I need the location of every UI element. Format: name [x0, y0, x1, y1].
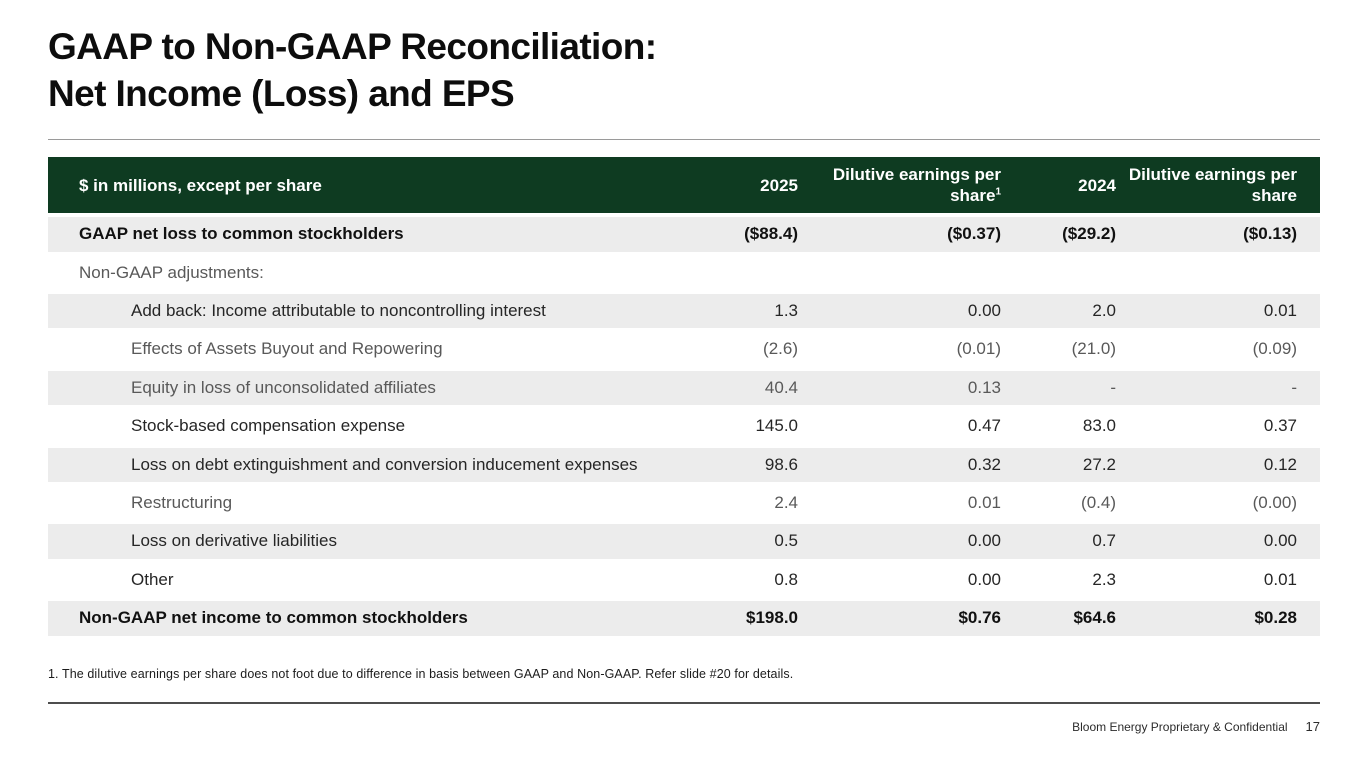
table-row: Loss on debt extinguishment and conversi… — [48, 447, 1320, 482]
row-label-cell: Non-GAAP net income to common stockholde… — [48, 601, 683, 636]
row-label-cell: GAAP net loss to common stockholders — [48, 217, 683, 252]
row-label-text: Other — [131, 569, 174, 589]
value-cell-eps-2024: 0.37 — [1116, 409, 1320, 444]
header-units-label: $ in millions, except per share — [48, 157, 683, 214]
row-label-cell: Other — [48, 562, 683, 598]
row-label-text: Non-GAAP adjustments: — [79, 262, 264, 282]
value-cell-2025: $198.0 — [683, 601, 798, 636]
table-row: GAAP net loss to common stockholders ($8… — [48, 217, 1320, 252]
value-cell-eps-2024: 0.00 — [1116, 524, 1320, 559]
value-cell-2024: - — [1001, 370, 1116, 406]
table-row: Equity in loss of unconsolidated affilia… — [48, 370, 1320, 406]
value-cell-2025: 0.5 — [683, 524, 798, 559]
value-cell-2024: 27.2 — [1001, 447, 1116, 482]
value-cell-eps-2024: (0.00) — [1116, 485, 1320, 521]
table-header: $ in millions, except per share 2025 Dil… — [48, 157, 1320, 214]
value-cell-2024: 2.3 — [1001, 562, 1116, 598]
value-cell-eps-2025: $0.76 — [798, 601, 1001, 636]
title-line-2: Net Income (Loss) and EPS — [48, 72, 515, 114]
value-cell-2025: 145.0 — [683, 409, 798, 444]
value-cell-eps-2025: 0.00 — [798, 294, 1001, 329]
row-label-cell: Non-GAAP adjustments: — [48, 255, 683, 290]
row-label-text: Add back: Income attributable to noncont… — [131, 301, 546, 320]
value-cell-2024: ($29.2) — [1001, 217, 1116, 252]
table-row: Non-GAAP adjustments: — [48, 255, 1320, 290]
bottom-divider — [48, 701, 1320, 704]
value-cell-eps-2025: 0.32 — [798, 447, 1001, 482]
slide: GAAP to Non-GAAP Reconciliation: Net Inc… — [0, 24, 1365, 768]
page-title: GAAP to Non-GAAP Reconciliation: Net Inc… — [48, 24, 1320, 117]
value-cell-2025: (2.6) — [683, 332, 798, 367]
table-row: Add back: Income attributable to noncont… — [48, 294, 1320, 329]
row-label-cell: Equity in loss of unconsolidated affilia… — [48, 370, 683, 406]
confidentiality-label: Bloom Energy Proprietary & Confidential — [1072, 719, 1288, 734]
row-label-text: Equity in loss of unconsolidated affilia… — [131, 377, 436, 397]
value-cell-2024: $64.6 — [1001, 601, 1116, 636]
row-label-cell: Restructuring — [48, 485, 683, 521]
top-divider — [48, 139, 1320, 141]
value-cell-2024: (0.4) — [1001, 485, 1116, 521]
value-cell-eps-2025 — [798, 255, 1001, 290]
table-body: GAAP net loss to common stockholders ($8… — [48, 217, 1320, 636]
row-label-cell: Loss on derivative liabilities — [48, 524, 683, 559]
value-cell-2024 — [1001, 255, 1116, 290]
title-line-1: GAAP to Non-GAAP Reconciliation: — [48, 26, 657, 67]
value-cell-2025: 2.4 — [683, 485, 798, 521]
value-cell-eps-2025: 0.47 — [798, 409, 1001, 444]
footnote: 1. The dilutive earnings per share does … — [48, 666, 794, 681]
header-col-dilutive-eps-2025-text: Dilutive earnings per share — [832, 164, 1001, 206]
row-label-text: Effects of Assets Buyout and Repowering — [131, 339, 443, 359]
table-row: Stock-based compensation expense 145.0 0… — [48, 409, 1320, 444]
reconciliation-table: $ in millions, except per share 2025 Dil… — [48, 153, 1320, 639]
row-label-text: Stock-based compensation expense — [131, 416, 406, 436]
value-cell-2025: 0.8 — [683, 562, 798, 598]
value-cell-eps-2025: 0.00 — [798, 524, 1001, 559]
value-cell-eps-2024 — [1116, 255, 1320, 290]
value-cell-eps-2024: ($0.13) — [1116, 217, 1320, 252]
header-col-2024: 2024 — [1001, 157, 1116, 214]
row-label-text: Non-GAAP net income to common stockholde… — [79, 608, 468, 628]
value-cell-eps-2024: $0.28 — [1116, 601, 1320, 636]
value-cell-2025: 98.6 — [683, 447, 798, 482]
value-cell-eps-2025: (0.01) — [798, 332, 1001, 367]
footnote-marker-superscript: 1 — [995, 186, 1001, 198]
value-cell-2025: ($88.4) — [683, 217, 798, 252]
table-row: Restructuring 2.4 0.01 (0.4) (0.00) — [48, 485, 1320, 521]
row-label-cell: Add back: Income attributable to noncont… — [48, 294, 683, 329]
row-label-cell: Stock-based compensation expense — [48, 409, 683, 444]
value-cell-2024: 0.7 — [1001, 524, 1116, 559]
value-cell-eps-2025: ($0.37) — [798, 217, 1001, 252]
value-cell-eps-2024: (0.09) — [1116, 332, 1320, 367]
value-cell-eps-2024: 0.12 — [1116, 447, 1320, 482]
value-cell-2025: 1.3 — [683, 294, 798, 329]
header-col-dilutive-eps-2025: Dilutive earnings per share1 — [798, 157, 1001, 214]
table-row: Non-GAAP net income to common stockholde… — [48, 601, 1320, 636]
value-cell-2025 — [683, 255, 798, 290]
value-cell-2024: (21.0) — [1001, 332, 1116, 367]
header-col-dilutive-eps-2024: Dilutive earnings per share — [1116, 157, 1320, 214]
value-cell-2024: 83.0 — [1001, 409, 1116, 444]
value-cell-eps-2025: 0.01 — [798, 485, 1001, 521]
header-col-2025: 2025 — [683, 157, 798, 214]
value-cell-eps-2025: 0.00 — [798, 562, 1001, 598]
table-row: Loss on derivative liabilities 0.5 0.00 … — [48, 524, 1320, 559]
value-cell-eps-2024: 0.01 — [1116, 294, 1320, 329]
row-label-cell: Loss on debt extinguishment and conversi… — [48, 447, 683, 482]
table-row: Effects of Assets Buyout and Repowering … — [48, 332, 1320, 367]
slide-footer: Bloom Energy Proprietary & Confidential … — [48, 719, 1320, 734]
row-label-text: GAAP net loss to common stockholders — [79, 224, 404, 244]
header-row: $ in millions, except per share 2025 Dil… — [48, 157, 1320, 214]
value-cell-eps-2024: 0.01 — [1116, 562, 1320, 598]
row-label-text: Restructuring — [131, 492, 233, 512]
value-cell-2024: 2.0 — [1001, 294, 1116, 329]
table-row: Other 0.8 0.00 2.3 0.01 — [48, 562, 1320, 598]
value-cell-eps-2025: 0.13 — [798, 370, 1001, 406]
value-cell-eps-2024: - — [1116, 370, 1320, 406]
value-cell-2025: 40.4 — [683, 370, 798, 406]
row-label-text: Loss on derivative liabilities — [131, 531, 337, 551]
row-label-cell: Effects of Assets Buyout and Repowering — [48, 332, 683, 367]
row-label-text: Loss on debt extinguishment and conversi… — [131, 454, 638, 474]
page-number: 17 — [1305, 718, 1320, 734]
